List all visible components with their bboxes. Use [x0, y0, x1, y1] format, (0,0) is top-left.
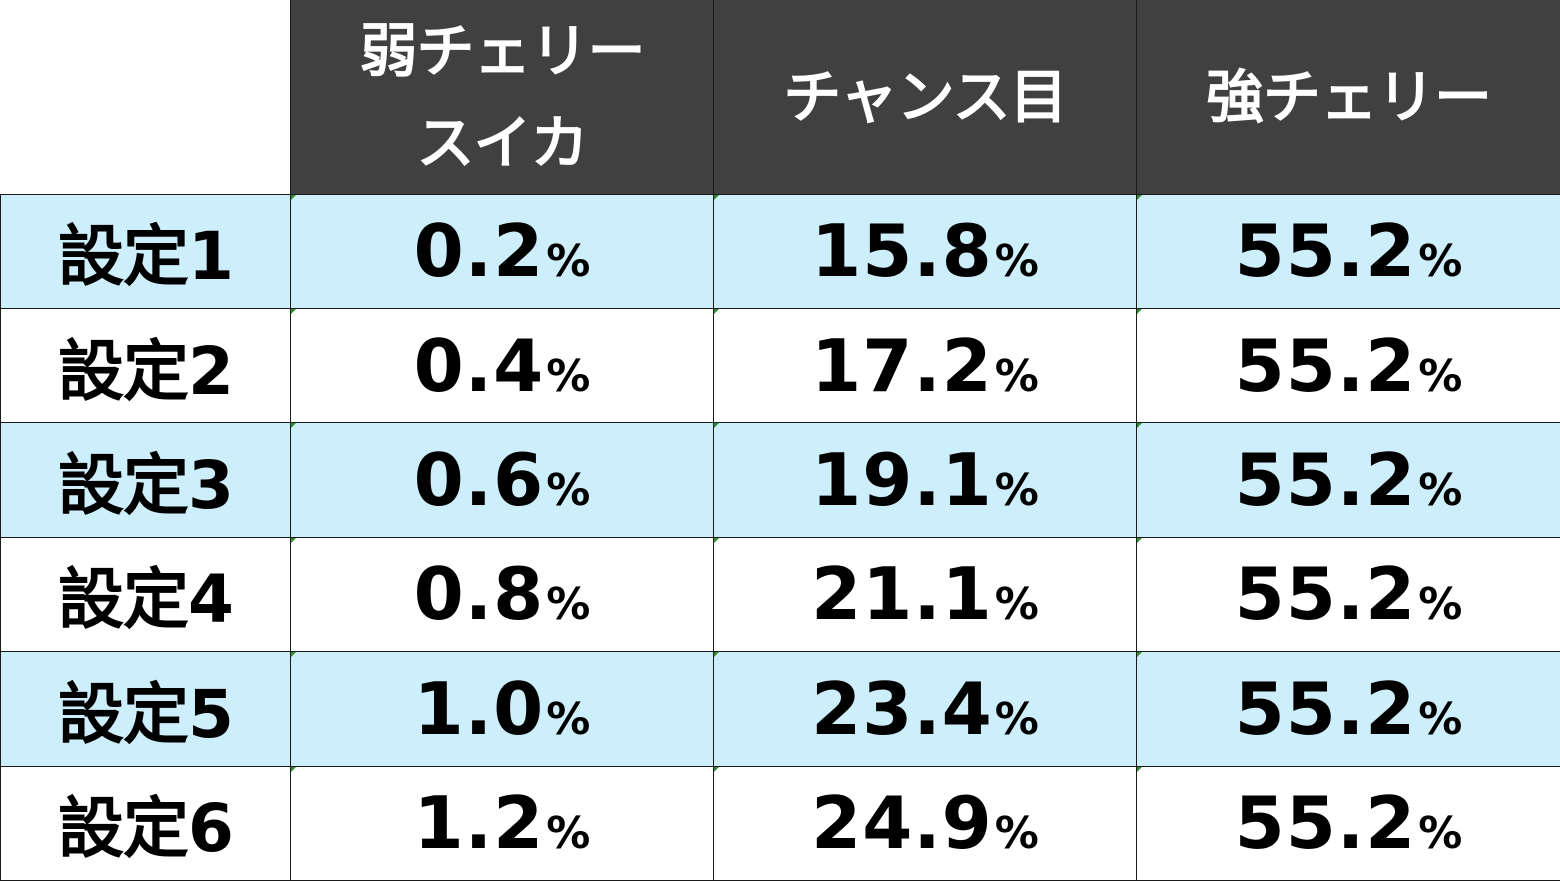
- value-number: 15.8: [811, 209, 993, 294]
- value-number: 0.8: [413, 552, 545, 637]
- row-label: 設定4: [0, 536, 291, 653]
- cell-value: 55.2%: [1136, 536, 1560, 653]
- table-row: 設定2 0.4% 17.2% 55.2%: [0, 307, 1560, 424]
- value-number: 55.2: [1234, 438, 1417, 523]
- value-number: 0.4: [413, 323, 545, 408]
- cell-value: 0.4%: [290, 307, 714, 424]
- column-header-line: チャンス目: [783, 62, 1067, 131]
- cell-value: 15.8%: [713, 193, 1137, 309]
- column-header-line: 強チェリー: [1205, 62, 1492, 131]
- row-label: 設定5: [0, 651, 291, 767]
- cell-value: 1.0%: [290, 651, 714, 767]
- value-unit: %: [1418, 236, 1463, 288]
- column-header-weak-cherry-watermelon: 弱チェリー スイカ: [290, 0, 714, 195]
- value-unit: %: [546, 350, 591, 402]
- column-header-line: スイカ: [416, 108, 588, 177]
- value-number: 21.1: [811, 552, 993, 637]
- value-number: 1.0: [413, 666, 545, 751]
- row-label: 設定1: [0, 193, 291, 309]
- value-number: 55.2: [1234, 209, 1417, 294]
- cell-value: 23.4%: [713, 651, 1137, 767]
- value-unit: %: [994, 808, 1039, 860]
- value-number: 55.2: [1234, 323, 1417, 408]
- header-row: 弱チェリー スイカ チャンス目 強チェリー: [0, 0, 1560, 195]
- value-unit: %: [546, 236, 591, 288]
- cell-value: 55.2%: [1136, 307, 1560, 424]
- value-number: 24.9: [811, 781, 993, 866]
- value-unit: %: [1418, 350, 1463, 402]
- value-number: 55.2: [1234, 666, 1417, 751]
- corner-cell: [0, 0, 291, 195]
- value-unit: %: [994, 236, 1039, 288]
- table-row: 設定6 1.2% 24.9% 55.2%: [0, 765, 1560, 881]
- value-unit: %: [546, 465, 591, 517]
- value-number: 55.2: [1234, 781, 1417, 866]
- cell-value: 55.2%: [1136, 422, 1560, 538]
- value-unit: %: [994, 693, 1039, 745]
- value-number: 0.2: [413, 209, 545, 294]
- value-number: 1.2: [413, 781, 545, 866]
- cell-value: 1.2%: [290, 765, 714, 881]
- cell-value: 21.1%: [713, 536, 1137, 653]
- table-row: 設定5 1.0% 23.4% 55.2%: [0, 651, 1560, 767]
- cell-value: 24.9%: [713, 765, 1137, 881]
- value-number: 17.2: [811, 323, 993, 408]
- cell-value: 17.2%: [713, 307, 1137, 424]
- column-header-line: 弱チェリー: [359, 16, 645, 85]
- cell-value: 55.2%: [1136, 651, 1560, 767]
- value-unit: %: [994, 350, 1039, 402]
- row-label: 設定2: [0, 307, 291, 424]
- cell-value: 19.1%: [713, 422, 1137, 538]
- column-header-strong-cherry: 強チェリー: [1136, 0, 1560, 195]
- cell-value: 55.2%: [1136, 765, 1560, 881]
- value-number: 55.2: [1234, 552, 1417, 637]
- column-header-chance-me: チャンス目: [713, 0, 1137, 195]
- row-label: 設定6: [0, 765, 291, 881]
- value-unit: %: [994, 465, 1039, 517]
- value-unit: %: [546, 808, 591, 860]
- cell-value: 55.2%: [1136, 193, 1560, 309]
- cell-value: 0.6%: [290, 422, 714, 538]
- value-number: 23.4: [811, 666, 993, 751]
- value-number: 0.6: [413, 438, 545, 523]
- value-unit: %: [546, 579, 591, 631]
- cell-value: 0.2%: [290, 193, 714, 309]
- value-unit: %: [1418, 579, 1463, 631]
- value-unit: %: [994, 579, 1039, 631]
- row-label: 設定3: [0, 422, 291, 538]
- table-row: 設定3 0.6% 19.1% 55.2%: [0, 422, 1560, 538]
- table-row: 設定4 0.8% 21.1% 55.2%: [0, 536, 1560, 653]
- value-unit: %: [1418, 465, 1463, 517]
- value-unit: %: [1418, 808, 1463, 860]
- cell-value: 0.8%: [290, 536, 714, 653]
- value-unit: %: [1418, 693, 1463, 745]
- value-number: 19.1: [811, 438, 993, 523]
- value-unit: %: [546, 693, 591, 745]
- table-row: 設定1 0.2% 15.8% 55.2%: [0, 193, 1560, 309]
